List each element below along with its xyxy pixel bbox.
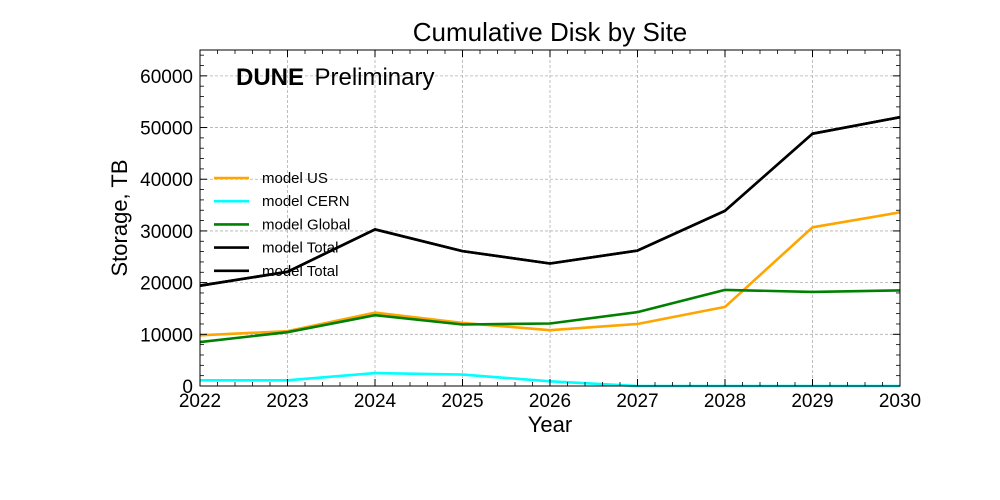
grid	[199, 50, 901, 387]
legend-label: model Total	[262, 263, 338, 280]
x-tick-label: 2023	[266, 391, 308, 412]
y-tick-labels: 0 10000 20000 30000 40000 50000 60000	[140, 67, 193, 398]
legend-label: model Global	[262, 216, 350, 233]
legend-label: model US	[262, 170, 328, 187]
chart-title: Cumulative Disk by Site	[413, 17, 688, 47]
y-axis-label: Storage, TB	[107, 160, 132, 277]
legend-label: model Total	[262, 240, 338, 257]
ticks	[199, 50, 901, 387]
y-tick-label: 0	[182, 377, 193, 398]
y-tick-label: 60000	[140, 67, 193, 88]
x-axis-label: Year	[528, 412, 572, 437]
x-tick-label: 2030	[879, 391, 921, 412]
legend-label: model CERN	[262, 193, 350, 210]
y-tick-label: 40000	[140, 170, 193, 191]
x-tick-label: 2029	[791, 391, 833, 412]
x-tick-label: 2026	[529, 391, 571, 412]
x-tick-label: 2022	[179, 391, 221, 412]
series-line-model-us	[199, 211, 901, 337]
watermark: DUNE Preliminary	[236, 64, 435, 91]
x-tick-label: 2028	[704, 391, 746, 412]
x-tick-label: 2027	[616, 391, 658, 412]
x-tick-labels: 2022 2023 2024 2025 2026 2027 2028 2029 2030	[179, 391, 921, 412]
y-tick-label: 10000	[140, 325, 193, 346]
y-tick-label: 30000	[140, 222, 193, 243]
watermark-normal: Preliminary	[314, 64, 434, 91]
series-line-model-global	[199, 288, 901, 344]
legend: model US model CERN model Global model Tota…	[214, 170, 350, 280]
series-line-model-total	[199, 115, 901, 287]
watermark-bold: DUNE	[236, 64, 304, 91]
y-tick-label: 50000	[140, 119, 193, 140]
x-tick-label: 2024	[354, 391, 397, 412]
y-tick-label: 20000	[140, 274, 193, 295]
x-tick-label: 2025	[441, 391, 483, 412]
